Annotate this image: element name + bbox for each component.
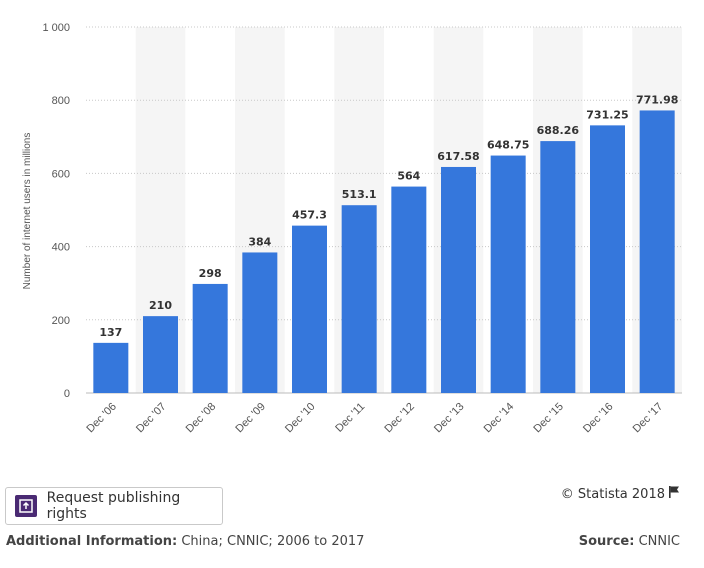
x-tick-label: Dec '10	[283, 401, 318, 436]
grid-lines	[86, 26, 682, 394]
y-axis-title: Number of internet users in millions	[22, 133, 33, 290]
x-tick-label: Dec '07	[134, 401, 169, 436]
y-axis-ticks: 0 200 400 600 800 1 000	[42, 22, 70, 400]
flag-icon	[669, 486, 680, 502]
x-tick-label: Dec '13	[432, 401, 467, 436]
x-tick-label: Dec '08	[184, 401, 219, 436]
bar[interactable]	[441, 166, 476, 393]
bar[interactable]	[93, 342, 129, 393]
y-tick-label: 200	[52, 315, 70, 327]
bar[interactable]	[341, 205, 377, 393]
data-label: 513.1	[342, 188, 377, 201]
x-tick-label: Dec '06	[84, 401, 119, 436]
statista-credit[interactable]: © Statista 2018	[561, 486, 680, 502]
additional-information-label: Additional Information:	[6, 534, 178, 549]
y-tick-label: 600	[52, 168, 70, 180]
data-label: 771.98	[636, 93, 678, 106]
y-tick-label: 400	[52, 242, 70, 254]
data-label: 731.25	[586, 108, 628, 121]
x-tick-label: Dec '14	[482, 401, 517, 436]
data-labels: 137 210 298 384 457.3 513.1 564 617.58 648.75 688…	[99, 93, 678, 338]
bar[interactable]	[292, 225, 327, 393]
source-value: CNNIC	[638, 534, 680, 549]
data-label: 688.26	[537, 124, 580, 137]
x-tick-label: Dec '09	[233, 401, 268, 436]
credit-text: © Statista 2018	[560, 486, 665, 502]
x-axis-ticks: Dec '06 Dec '07 Dec '08 Dec '09 Dec '10 Dec '…	[84, 401, 665, 436]
request-publishing-rights-label: Request publishing rights	[46, 490, 181, 522]
bar[interactable]	[391, 186, 427, 393]
publish-icon	[15, 495, 37, 517]
bar[interactable]	[490, 155, 526, 393]
bars	[93, 110, 675, 394]
bar[interactable]	[192, 283, 228, 393]
data-label: 210	[149, 299, 172, 312]
x-tick-label: Dec '11	[333, 401, 367, 435]
footer: Additional Information: China; CNNIC; 20…	[6, 534, 680, 549]
data-label: 384	[248, 235, 271, 248]
data-label: 137	[99, 326, 122, 339]
data-label: 648.75	[487, 139, 529, 152]
bar[interactable]	[590, 125, 625, 394]
bar[interactable]	[242, 252, 278, 393]
x-tick-label: Dec '16	[581, 401, 616, 436]
bar-chart: 137 210 298 384 457.3 513.1 564 617.58 648.75 688…	[22, 22, 682, 436]
bar[interactable]	[143, 316, 178, 393]
bar[interactable]	[639, 110, 675, 393]
y-tick-label: 1 000	[42, 22, 70, 34]
source-label: Source:	[578, 534, 635, 549]
additional-information-value: China; CNNIC; 2006 to 2017	[181, 534, 365, 549]
request-publishing-rights-button[interactable]: Request publishing rights	[5, 487, 223, 525]
y-tick-label: 800	[52, 95, 70, 107]
source: Source: CNNIC	[579, 534, 680, 549]
data-label: 617.58	[437, 150, 479, 163]
additional-information: Additional Information: China; CNNIC; 20…	[6, 534, 364, 549]
y-tick-label: 0	[64, 388, 70, 400]
x-tick-label: Dec '12	[382, 401, 417, 436]
bar[interactable]	[540, 141, 576, 393]
data-label: 457.3	[292, 209, 327, 222]
x-tick-label: Dec '17	[631, 401, 666, 436]
data-label: 298	[199, 267, 222, 280]
data-label: 564	[397, 170, 420, 183]
x-tick-label: Dec '15	[531, 401, 566, 436]
